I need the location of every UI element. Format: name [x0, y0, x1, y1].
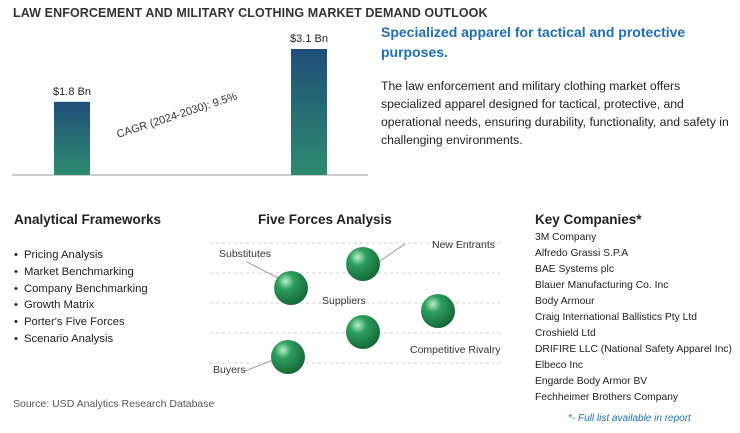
- list-item: BAE Systems plc: [535, 264, 614, 275]
- list-item: Porter's Five Forces: [14, 314, 148, 331]
- list-item: Body Armour: [535, 296, 595, 307]
- companies-title: Key Companies*: [535, 212, 642, 227]
- list-item: DRIFIRE LLC (National Safety Apparel Inc…: [535, 344, 732, 355]
- frameworks-list: Pricing Analysis Market Benchmarking Com…: [14, 247, 148, 348]
- companies-footnote: *- Full list available in report: [568, 413, 691, 424]
- list-item: Growth Matrix: [14, 297, 148, 314]
- summary-headline: Specialized apparel for tactical and pro…: [381, 24, 686, 60]
- page-title: LAW ENFORCEMENT AND MILITARY CLOTHING MA…: [13, 6, 488, 20]
- list-item: Scenario Analysis: [14, 331, 148, 348]
- label-substitutes: Substitutes: [219, 248, 271, 260]
- list-item: Market Benchmarking: [14, 264, 148, 281]
- list-item: Croshield Ltd: [535, 328, 596, 339]
- list-item: Pricing Analysis: [14, 247, 148, 264]
- list-item: Elbeco Inc: [535, 360, 584, 371]
- frameworks-title: Analytical Frameworks: [14, 212, 162, 227]
- cagr-annotation: CAGR (2024-2030): 9.5%: [115, 90, 239, 140]
- list-item: Company Benchmarking: [14, 281, 148, 298]
- sphere-new-entrants: [346, 247, 380, 281]
- label-competitive-rivalry: Competitive Rivalry: [410, 344, 501, 356]
- source-note: Source: USD Analytics Research Database: [13, 398, 215, 410]
- summary-description: The law enforcement and military clothin…: [381, 79, 729, 147]
- sphere-suppliers: [346, 315, 380, 349]
- list-item: Craig International Ballistics Pty Ltd: [535, 312, 697, 323]
- five-forces-title: Five Forces Analysis: [258, 212, 392, 227]
- list-item: Engarde Body Armor BV: [535, 376, 648, 387]
- five-forces-diagram: [210, 242, 500, 374]
- label-buyers: Buyers: [213, 364, 246, 376]
- list-item: Fechheimer Brothers Company: [535, 392, 679, 403]
- companies-list: 3M Company Alfredo Grassi S.P.A BAE Syst…: [535, 230, 732, 406]
- bar-value-label: $1.8 Bn: [53, 86, 91, 98]
- bar-value-label: $3.1 Bn: [290, 33, 328, 45]
- list-item: Alfredo Grassi S.P.A: [535, 248, 629, 259]
- label-suppliers: Suppliers: [322, 295, 366, 307]
- list-item: 3M Company: [535, 232, 597, 243]
- sphere-buyers: [271, 340, 305, 374]
- bar-2024: [54, 101, 90, 175]
- sphere-rivalry: [421, 294, 455, 328]
- market-bar-chart: $1.8 Bn 2024 $3.1 Bn 2030 CAGR (2024-2030):…: [12, 33, 368, 182]
- x-tick-label: 2030: [297, 181, 321, 182]
- bar-2030: [291, 49, 327, 175]
- sphere-substitutes: [274, 271, 308, 305]
- list-item: Blauer Manufacturing Co. Inc: [535, 280, 669, 291]
- x-tick-label: 2024: [60, 181, 84, 182]
- label-new-entrants: New Entrants: [432, 239, 496, 251]
